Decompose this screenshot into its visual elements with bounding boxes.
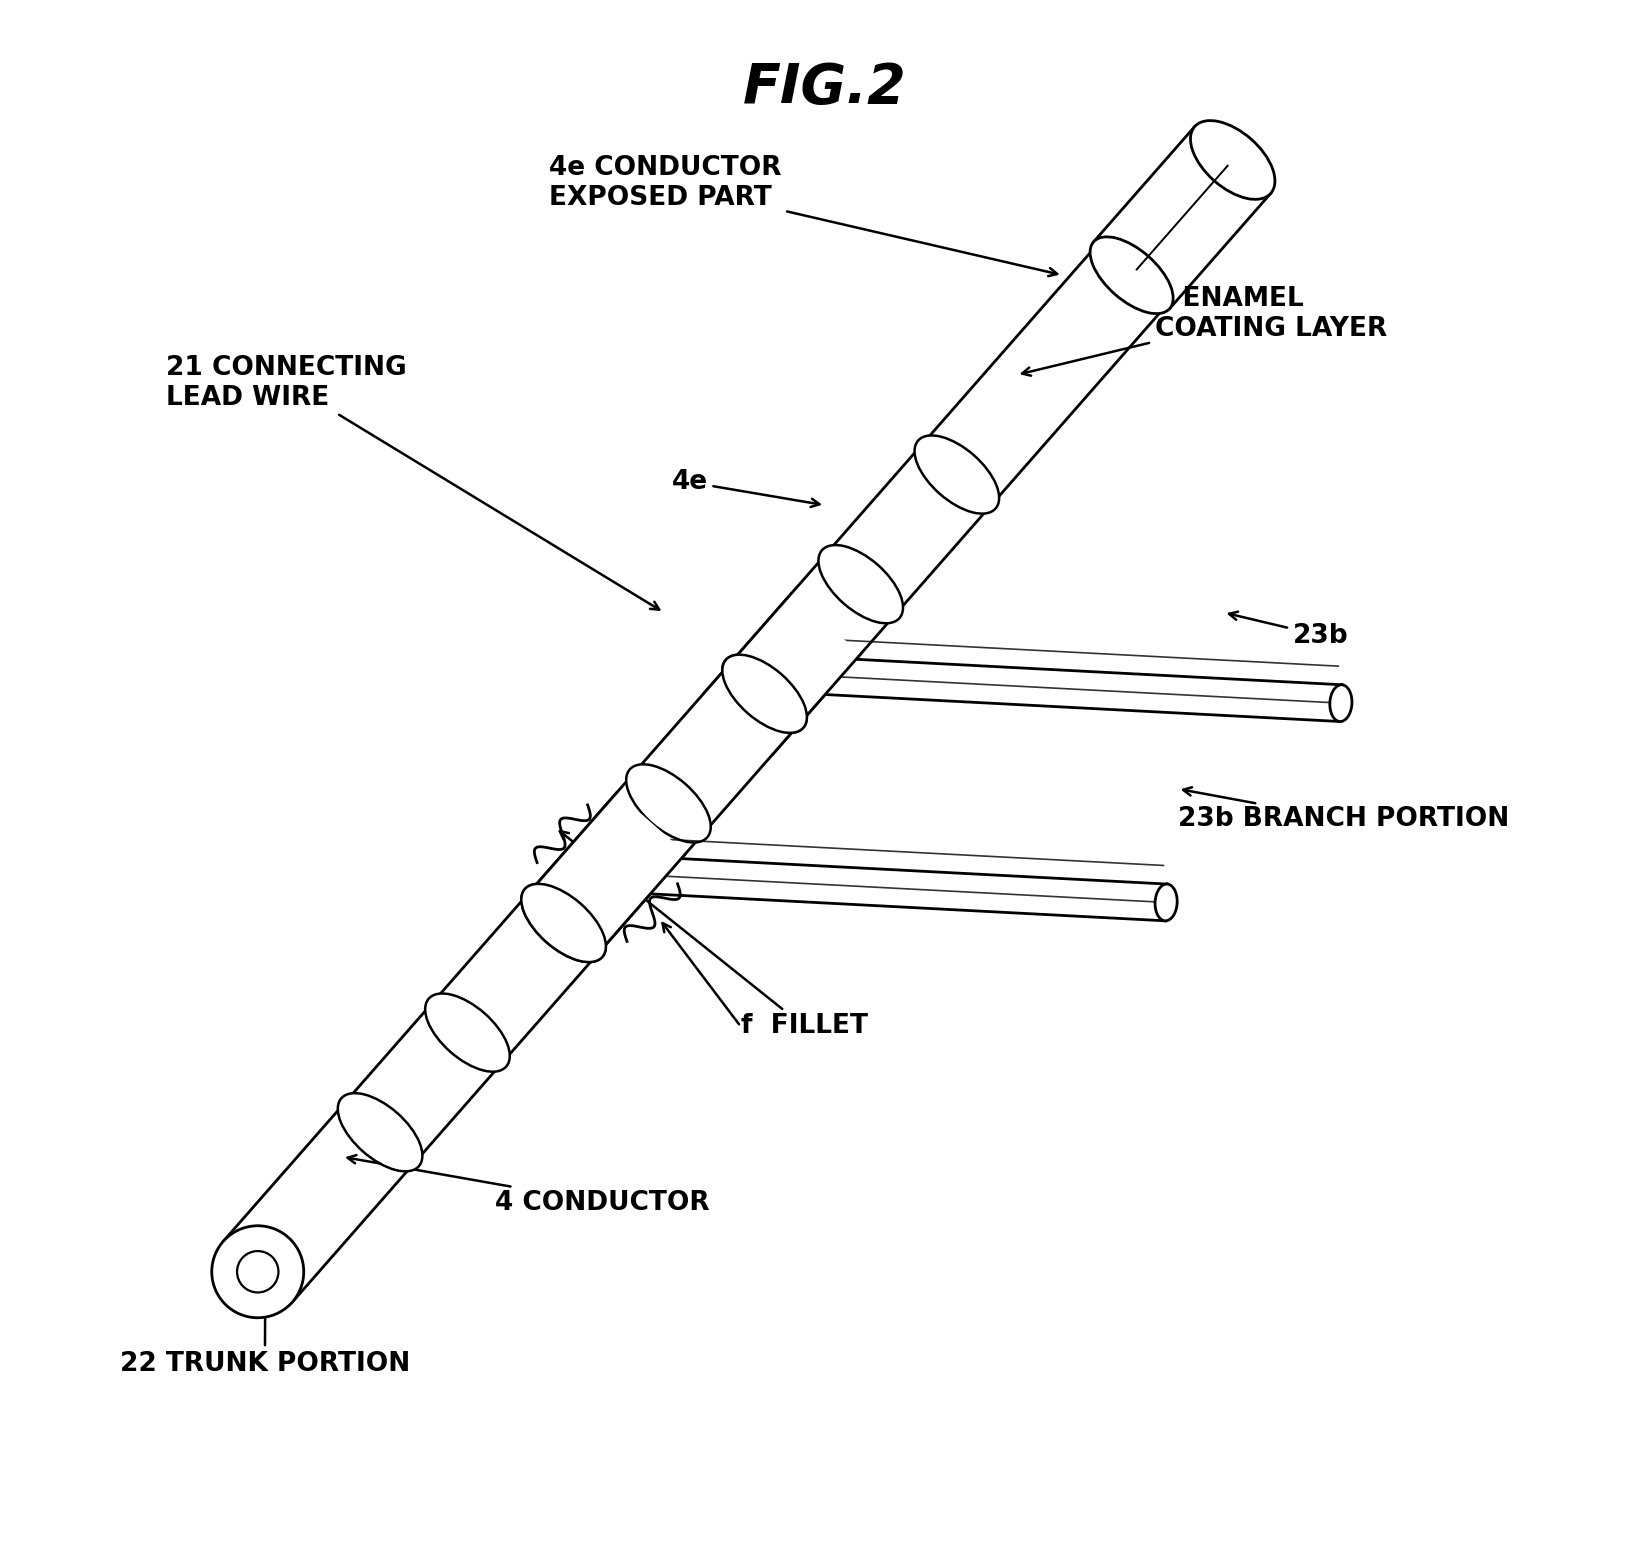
Ellipse shape bbox=[1091, 237, 1173, 314]
Polygon shape bbox=[530, 794, 685, 953]
Ellipse shape bbox=[723, 654, 807, 733]
Text: 4e CONDUCTOR
EXPOSED PART: 4e CONDUCTOR EXPOSED PART bbox=[549, 155, 1058, 277]
Polygon shape bbox=[1094, 127, 1270, 308]
Text: 4 CONDUCTOR: 4 CONDUCTOR bbox=[348, 1156, 710, 1216]
Ellipse shape bbox=[818, 545, 903, 623]
Text: f  FILLET: f FILLET bbox=[559, 831, 868, 1040]
Ellipse shape bbox=[1155, 883, 1176, 920]
Polygon shape bbox=[223, 244, 1167, 1303]
Polygon shape bbox=[705, 594, 860, 753]
Text: 22 TRUNK PORTION: 22 TRUNK PORTION bbox=[120, 1262, 409, 1377]
Text: 23b BRANCH PORTION: 23b BRANCH PORTION bbox=[1178, 787, 1508, 832]
Ellipse shape bbox=[723, 654, 807, 733]
Ellipse shape bbox=[521, 883, 606, 962]
Ellipse shape bbox=[426, 993, 510, 1072]
Ellipse shape bbox=[1330, 685, 1351, 721]
Text: 4e: 4e bbox=[672, 469, 820, 507]
Ellipse shape bbox=[914, 435, 1000, 514]
Text: 21 CONNECTING
LEAD WIRE: 21 CONNECTING LEAD WIRE bbox=[165, 354, 660, 610]
Polygon shape bbox=[584, 854, 1167, 920]
Circle shape bbox=[238, 1252, 279, 1292]
Text: FIG.2: FIG.2 bbox=[742, 60, 908, 114]
Ellipse shape bbox=[338, 1094, 422, 1171]
Text: 5 ENAMEL
COATING LAYER: 5 ENAMEL COATING LAYER bbox=[1021, 286, 1388, 376]
Text: 23b: 23b bbox=[1229, 611, 1348, 648]
Ellipse shape bbox=[1190, 121, 1275, 200]
Ellipse shape bbox=[521, 883, 606, 962]
Circle shape bbox=[211, 1225, 304, 1318]
Ellipse shape bbox=[627, 764, 711, 843]
Polygon shape bbox=[757, 654, 1341, 721]
